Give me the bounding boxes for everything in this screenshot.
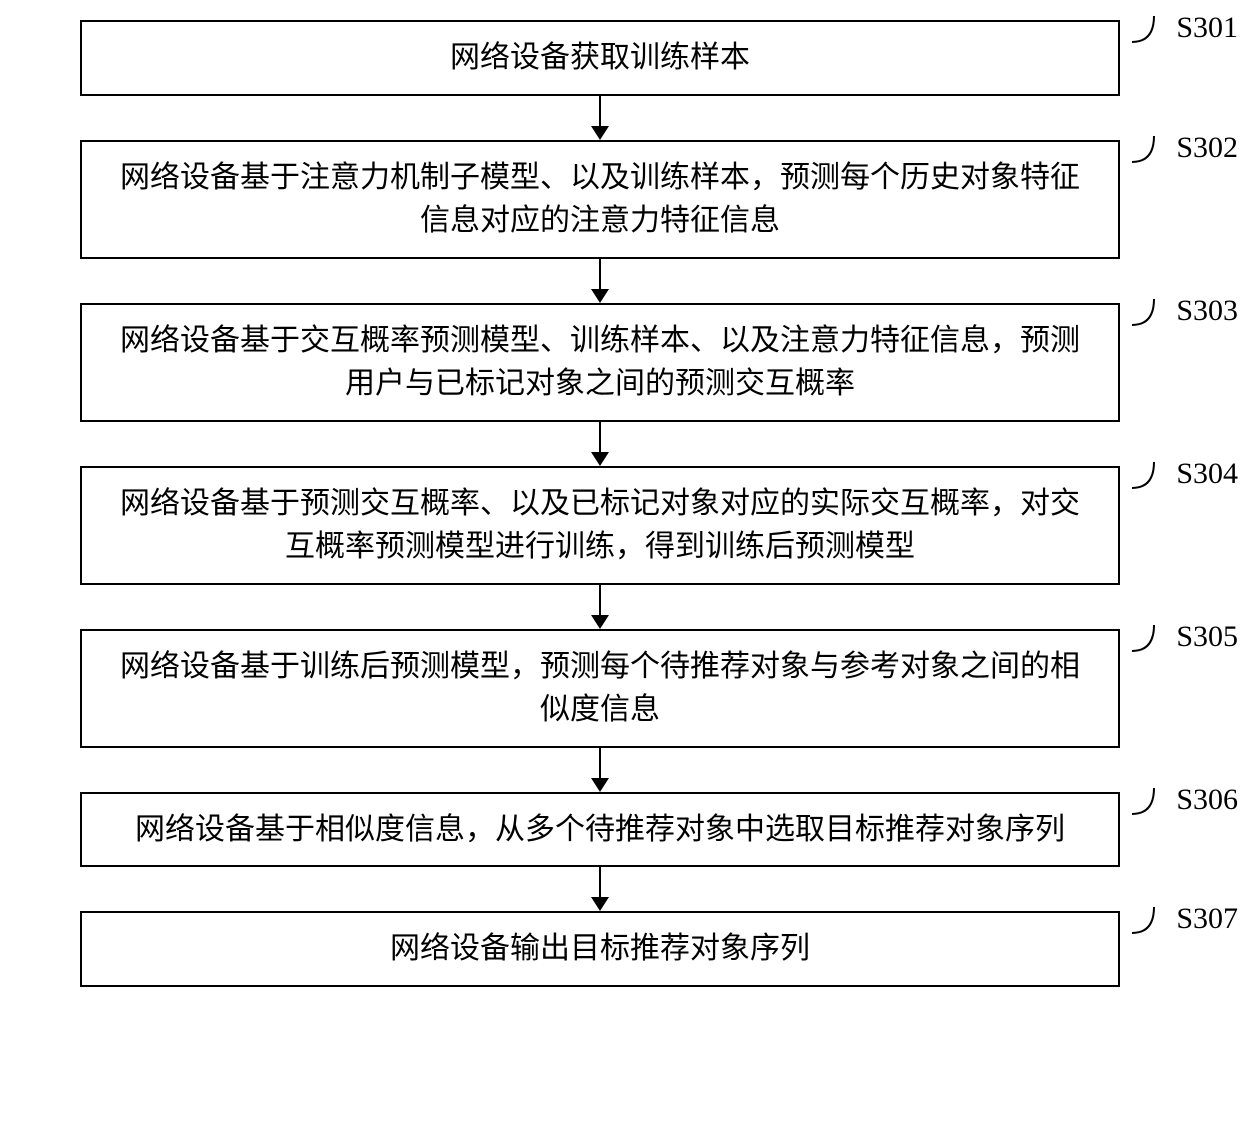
flow-node-s304: 网络设备基于预测交互概率、以及已标记对象对应的实际交互概率，对交互概率预测模型进…	[80, 466, 1120, 585]
node-label-connector: S307	[1132, 903, 1238, 941]
flow-arrow	[599, 259, 601, 303]
flow-arrow	[599, 748, 601, 792]
node-label-connector: S303	[1132, 295, 1238, 333]
bracket-icon	[1132, 295, 1172, 329]
flow-node-s306: 网络设备基于相似度信息，从多个待推荐对象中选取目标推荐对象序列 S306	[80, 792, 1120, 868]
node-text: 网络设备基于注意力机制子模型、以及训练样本，预测每个历史对象特征信息对应的注意力…	[120, 161, 1080, 238]
node-label-connector: S305	[1132, 621, 1238, 659]
flow-node-s305: 网络设备基于训练后预测模型，预测每个待推荐对象与参考对象之间的相似度信息 S30…	[80, 629, 1120, 748]
node-label-connector: S306	[1132, 784, 1238, 822]
node-label: S307	[1176, 897, 1238, 941]
bracket-icon	[1132, 458, 1172, 492]
flowchart-container: 网络设备获取训练样本 S301 网络设备基于注意力机制子模型、以及训练样本，预测…	[40, 20, 1160, 987]
flow-arrow	[599, 96, 601, 140]
flow-node-s303: 网络设备基于交互概率预测模型、训练样本、以及注意力特征信息，预测用户与已标记对象…	[80, 303, 1120, 422]
node-label-connector: S301	[1132, 12, 1238, 50]
flow-node-s307: 网络设备输出目标推荐对象序列 S307	[80, 911, 1120, 987]
bracket-icon	[1132, 621, 1172, 655]
node-label-connector: S304	[1132, 458, 1238, 496]
bracket-icon	[1132, 132, 1172, 166]
flow-arrow	[599, 422, 601, 466]
node-label: S304	[1176, 452, 1238, 496]
node-text: 网络设备基于交互概率预测模型、训练样本、以及注意力特征信息，预测用户与已标记对象…	[120, 324, 1080, 401]
node-label: S301	[1176, 6, 1238, 50]
node-label-connector: S302	[1132, 132, 1238, 170]
node-label: S302	[1176, 126, 1238, 170]
bracket-icon	[1132, 12, 1172, 46]
flow-node-s302: 网络设备基于注意力机制子模型、以及训练样本，预测每个历史对象特征信息对应的注意力…	[80, 140, 1120, 259]
flow-arrow	[599, 867, 601, 911]
bracket-icon	[1132, 903, 1172, 937]
flow-arrow	[599, 585, 601, 629]
node-text: 网络设备获取训练样本	[450, 41, 750, 74]
node-label: S305	[1176, 615, 1238, 659]
bracket-icon	[1132, 784, 1172, 818]
node-text: 网络设备输出目标推荐对象序列	[390, 932, 810, 965]
node-text: 网络设备基于预测交互概率、以及已标记对象对应的实际交互概率，对交互概率预测模型进…	[120, 487, 1080, 564]
node-label: S306	[1176, 778, 1238, 822]
flow-node-s301: 网络设备获取训练样本 S301	[80, 20, 1120, 96]
node-label: S303	[1176, 289, 1238, 333]
node-text: 网络设备基于训练后预测模型，预测每个待推荐对象与参考对象之间的相似度信息	[120, 650, 1080, 727]
node-text: 网络设备基于相似度信息，从多个待推荐对象中选取目标推荐对象序列	[135, 813, 1065, 846]
